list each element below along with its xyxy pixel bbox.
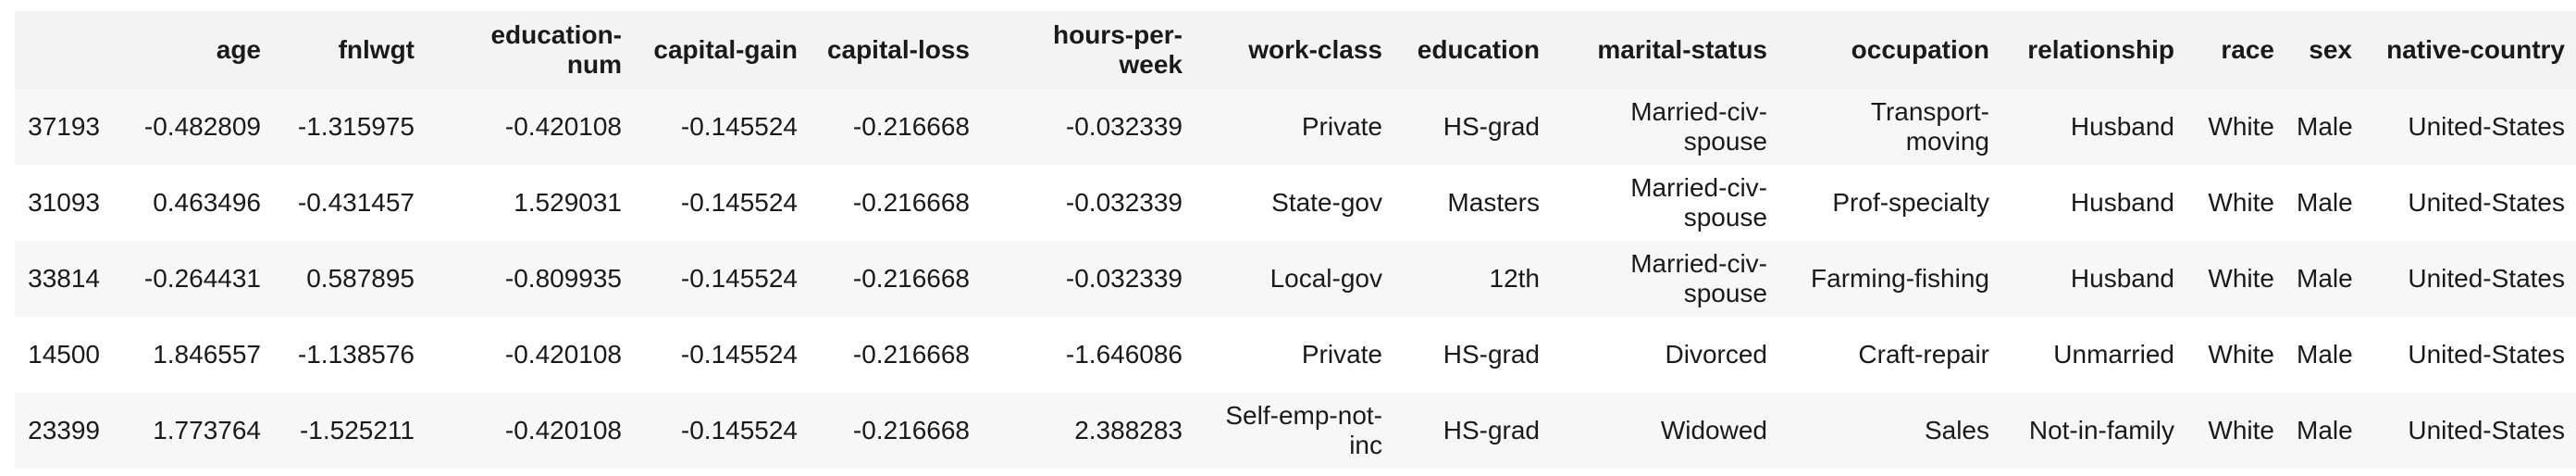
- cell-sex: Male: [2285, 241, 2363, 317]
- cell-relationship: Unmarried: [2000, 317, 2186, 393]
- row-index: 23399: [15, 393, 111, 469]
- cell-capital-loss: -0.216668: [809, 393, 981, 469]
- cell-hours-per-week: 2.388283: [981, 393, 1194, 469]
- column-header-marital-status: marital-status: [1551, 11, 1778, 89]
- column-header-occupation: occupation: [1778, 11, 2000, 89]
- cell-occupation: Craft-repair: [1778, 317, 2000, 393]
- table-row: 37193 -0.482809 -1.315975 -0.420108 -0.1…: [15, 89, 2576, 165]
- cell-race: White: [2186, 393, 2285, 469]
- cell-occupation: Farming-fishing: [1778, 241, 2000, 317]
- data-table: age fnlwgt education-num capital-gain ca…: [15, 11, 2576, 469]
- cell-relationship: Husband: [2000, 241, 2186, 317]
- cell-education: HS-grad: [1393, 317, 1551, 393]
- cell-fnlwgt: -1.315975: [272, 89, 426, 165]
- row-index: 33814: [15, 241, 111, 317]
- column-header-education-num: education-num: [426, 11, 633, 89]
- cell-fnlwgt: -1.138576: [272, 317, 426, 393]
- cell-capital-gain: -0.145524: [633, 317, 809, 393]
- cell-education-num: 1.529031: [426, 165, 633, 241]
- cell-capital-gain: -0.145524: [633, 393, 809, 469]
- table-row: 31093 0.463496 -0.431457 1.529031 -0.145…: [15, 165, 2576, 241]
- cell-relationship: Not-in-family: [2000, 393, 2186, 469]
- row-index: 37193: [15, 89, 111, 165]
- cell-education: 12th: [1393, 241, 1551, 317]
- cell-sex: Male: [2285, 165, 2363, 241]
- column-header-age: age: [111, 11, 272, 89]
- cell-race: White: [2186, 89, 2285, 165]
- column-header-capital-loss: capital-loss: [809, 11, 981, 89]
- cell-capital-loss: -0.216668: [809, 89, 981, 165]
- cell-work-class: State-gov: [1194, 165, 1393, 241]
- cell-marital-status: Married-civ-spouse: [1551, 241, 1778, 317]
- cell-age: 1.773764: [111, 393, 272, 469]
- cell-hours-per-week: -0.032339: [981, 89, 1194, 165]
- cell-capital-loss: -0.216668: [809, 241, 981, 317]
- cell-sex: Male: [2285, 89, 2363, 165]
- column-header-native-country: native-country: [2363, 11, 2576, 89]
- cell-age: -0.482809: [111, 89, 272, 165]
- cell-education: HS-grad: [1393, 393, 1551, 469]
- cell-capital-loss: -0.216668: [809, 317, 981, 393]
- cell-work-class: Private: [1194, 317, 1393, 393]
- cell-sex: Male: [2285, 317, 2363, 393]
- cell-marital-status: Married-civ-spouse: [1551, 165, 1778, 241]
- cell-age: 0.463496: [111, 165, 272, 241]
- cell-race: White: [2186, 165, 2285, 241]
- cell-capital-gain: -0.145524: [633, 165, 809, 241]
- cell-marital-status: Divorced: [1551, 317, 1778, 393]
- row-index: 14500: [15, 317, 111, 393]
- cell-race: White: [2186, 317, 2285, 393]
- column-header-race: race: [2186, 11, 2285, 89]
- cell-native-country: United-States: [2363, 317, 2576, 393]
- cell-education-num: -0.809935: [426, 241, 633, 317]
- cell-native-country: United-States: [2363, 241, 2576, 317]
- cell-occupation: Prof-specialty: [1778, 165, 2000, 241]
- cell-fnlwgt: -0.431457: [272, 165, 426, 241]
- column-header-fnlwgt: fnlwgt: [272, 11, 426, 89]
- table-row: 23399 1.773764 -1.525211 -0.420108 -0.14…: [15, 393, 2576, 469]
- cell-hours-per-week: -1.646086: [981, 317, 1194, 393]
- cell-work-class: Self-emp-not-inc: [1194, 393, 1393, 469]
- column-header-work-class: work-class: [1194, 11, 1393, 89]
- index-column-header: [15, 11, 111, 89]
- cell-native-country: United-States: [2363, 393, 2576, 469]
- cell-age: 1.846557: [111, 317, 272, 393]
- cell-education-num: -0.420108: [426, 317, 633, 393]
- table-row: 33814 -0.264431 0.587895 -0.809935 -0.14…: [15, 241, 2576, 317]
- cell-race: White: [2186, 241, 2285, 317]
- row-index: 31093: [15, 165, 111, 241]
- cell-education: HS-grad: [1393, 89, 1551, 165]
- cell-native-country: United-States: [2363, 89, 2576, 165]
- cell-marital-status: Widowed: [1551, 393, 1778, 469]
- cell-native-country: United-States: [2363, 165, 2576, 241]
- cell-work-class: Local-gov: [1194, 241, 1393, 317]
- cell-relationship: Husband: [2000, 165, 2186, 241]
- cell-hours-per-week: -0.032339: [981, 165, 1194, 241]
- column-header-relationship: relationship: [2000, 11, 2186, 89]
- cell-fnlwgt: 0.587895: [272, 241, 426, 317]
- cell-occupation: Transport-moving: [1778, 89, 2000, 165]
- cell-capital-gain: -0.145524: [633, 89, 809, 165]
- cell-work-class: Private: [1194, 89, 1393, 165]
- table-header-row: age fnlwgt education-num capital-gain ca…: [15, 11, 2576, 89]
- column-header-education: education: [1393, 11, 1551, 89]
- cell-capital-gain: -0.145524: [633, 241, 809, 317]
- column-header-capital-gain: capital-gain: [633, 11, 809, 89]
- column-header-hours-per-week: hours-per-week: [981, 11, 1194, 89]
- cell-fnlwgt: -1.525211: [272, 393, 426, 469]
- cell-education: Masters: [1393, 165, 1551, 241]
- cell-occupation: Sales: [1778, 393, 2000, 469]
- column-header-sex: sex: [2285, 11, 2363, 89]
- cell-education-num: -0.420108: [426, 393, 633, 469]
- cell-relationship: Husband: [2000, 89, 2186, 165]
- cell-capital-loss: -0.216668: [809, 165, 981, 241]
- cell-education-num: -0.420108: [426, 89, 633, 165]
- cell-marital-status: Married-civ-spouse: [1551, 89, 1778, 165]
- cell-age: -0.264431: [111, 241, 272, 317]
- cell-sex: Male: [2285, 393, 2363, 469]
- cell-hours-per-week: -0.032339: [981, 241, 1194, 317]
- table-row: 14500 1.846557 -1.138576 -0.420108 -0.14…: [15, 317, 2576, 393]
